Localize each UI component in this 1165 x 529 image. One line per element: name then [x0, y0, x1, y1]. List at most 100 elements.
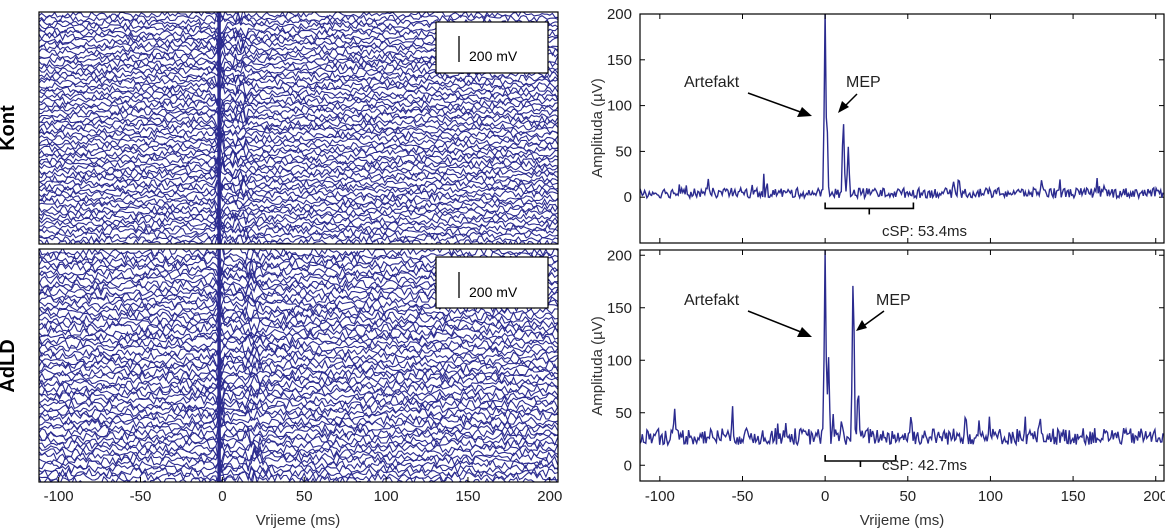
trial-trace — [39, 138, 558, 160]
trial-trace — [39, 423, 558, 449]
x-tick-label: 100 — [374, 488, 399, 505]
trial-trace — [39, 406, 558, 427]
x-tick-label: -100 — [44, 488, 74, 505]
trial-trace — [39, 79, 558, 100]
trial-trace — [39, 448, 558, 470]
csp-label-adld: cSP: 42.7ms — [882, 457, 967, 474]
x-tick-label: 200 — [1143, 488, 1165, 505]
plot-frame — [639, 13, 1165, 244]
x-tick-label: 100 — [978, 488, 1003, 505]
trial-trace — [39, 353, 558, 375]
trial-trace — [39, 178, 558, 195]
trial-trace — [39, 66, 558, 88]
y-tick-label: 150 — [607, 52, 632, 69]
y-tick-label: 0 — [624, 189, 632, 206]
csp-bracket-adld — [824, 455, 897, 467]
x-tick-label: 150 — [1061, 488, 1086, 505]
arrow-artefakt — [747, 92, 807, 115]
arrow-mep — [861, 310, 885, 328]
trial-trace — [39, 392, 558, 413]
trial-trace — [39, 386, 558, 414]
trace-stack-adld — [39, 249, 558, 482]
arrowhead-mep — [838, 101, 849, 113]
x-tick-label: 200 — [537, 488, 562, 505]
trial-trace — [39, 305, 558, 326]
trial-trace — [39, 366, 558, 386]
trial-trace — [39, 249, 558, 264]
trial-trace — [39, 220, 558, 242]
plot-frame — [639, 249, 1165, 482]
csp-label-kont: cSP: 53.4ms — [882, 223, 967, 240]
trial-trace — [39, 12, 558, 24]
trial-trace — [39, 154, 558, 169]
trial-trace — [39, 427, 558, 442]
trial-trace — [39, 219, 558, 239]
trial-trace — [39, 79, 558, 94]
trial-trace — [39, 127, 558, 151]
x-axis-left: -100 -50 0 50 100 150 200 — [44, 477, 562, 505]
trial-trace — [39, 159, 558, 178]
x-tick-label: 150 — [455, 488, 480, 505]
annotation-mep: MEP — [846, 74, 881, 91]
scalebar-label: 200 mV — [469, 284, 518, 300]
trial-trace — [39, 371, 558, 391]
trial-trace — [39, 233, 558, 244]
scalebar-label: 200 mV — [469, 48, 518, 64]
annotation-artefakt: Artefakt — [684, 74, 740, 91]
y-tick-label: 50 — [615, 143, 632, 160]
trial-trace — [39, 465, 558, 482]
trial-trace — [39, 464, 558, 482]
y-axis-label: Amplituda (µV) — [589, 316, 606, 416]
trial-trace — [39, 327, 558, 346]
trial-trace — [39, 333, 558, 350]
y-tick-label: 100 — [607, 98, 632, 115]
trial-trace — [39, 92, 558, 114]
row-label-kont: Kont — [0, 105, 19, 151]
y-axis-right-bottom: 0 50 100 150 200 — [607, 247, 1164, 474]
panel-adld: AdLD 200 mV -100 -50 0 50 100 150 200 Vrijeme … — [0, 248, 562, 529]
trial-trace — [39, 158, 558, 180]
x-tick-label: -50 — [130, 488, 152, 505]
annotation-artefakt: Artefakt — [684, 292, 740, 309]
trial-trace — [39, 330, 558, 343]
trial-trace — [39, 128, 558, 150]
trial-trace — [39, 223, 558, 243]
y-axis-label: Amplituda (µV) — [589, 78, 606, 178]
trial-trace — [39, 197, 558, 214]
trial-trace — [39, 360, 558, 378]
trial-trace — [39, 454, 558, 474]
x-tick-label: -50 — [732, 488, 754, 505]
trial-trace — [39, 12, 558, 26]
trial-trace — [39, 210, 558, 230]
trial-trace — [39, 91, 558, 104]
scalebar-legend: 200 mV — [435, 21, 549, 74]
y-tick-label: 0 — [624, 457, 632, 474]
trial-trace — [39, 413, 558, 433]
x-tick-label: -100 — [645, 488, 675, 505]
y-tick-label: 200 — [607, 247, 632, 264]
x-axis-right: -100 -50 0 50 100 150 200 — [645, 14, 1165, 505]
trial-trace — [39, 444, 558, 469]
csp-bracket — [824, 202, 915, 210]
x-tick-label: 0 — [821, 488, 829, 505]
arrow-artefakt — [747, 310, 807, 335]
trial-trace — [39, 358, 558, 370]
x-axis-label-right: Vrijeme (ms) — [860, 512, 944, 529]
amplitude-trace-kont — [640, 14, 1164, 201]
y-tick-label: 100 — [607, 352, 632, 369]
panel-kont: Kont 200 mV — [0, 11, 559, 245]
trial-trace — [39, 324, 558, 341]
trial-trace — [39, 173, 558, 192]
trial-trace — [39, 141, 558, 156]
trial-trace — [39, 322, 558, 340]
trial-trace — [39, 383, 558, 403]
trial-trace — [39, 74, 558, 87]
trial-trace — [39, 125, 558, 145]
plot-frame — [38, 248, 559, 483]
trial-trace — [39, 97, 558, 114]
arrowhead-artefakt — [797, 107, 812, 117]
plot-frame — [38, 11, 559, 245]
trial-trace — [39, 107, 558, 125]
arrowhead-mep — [856, 320, 867, 331]
